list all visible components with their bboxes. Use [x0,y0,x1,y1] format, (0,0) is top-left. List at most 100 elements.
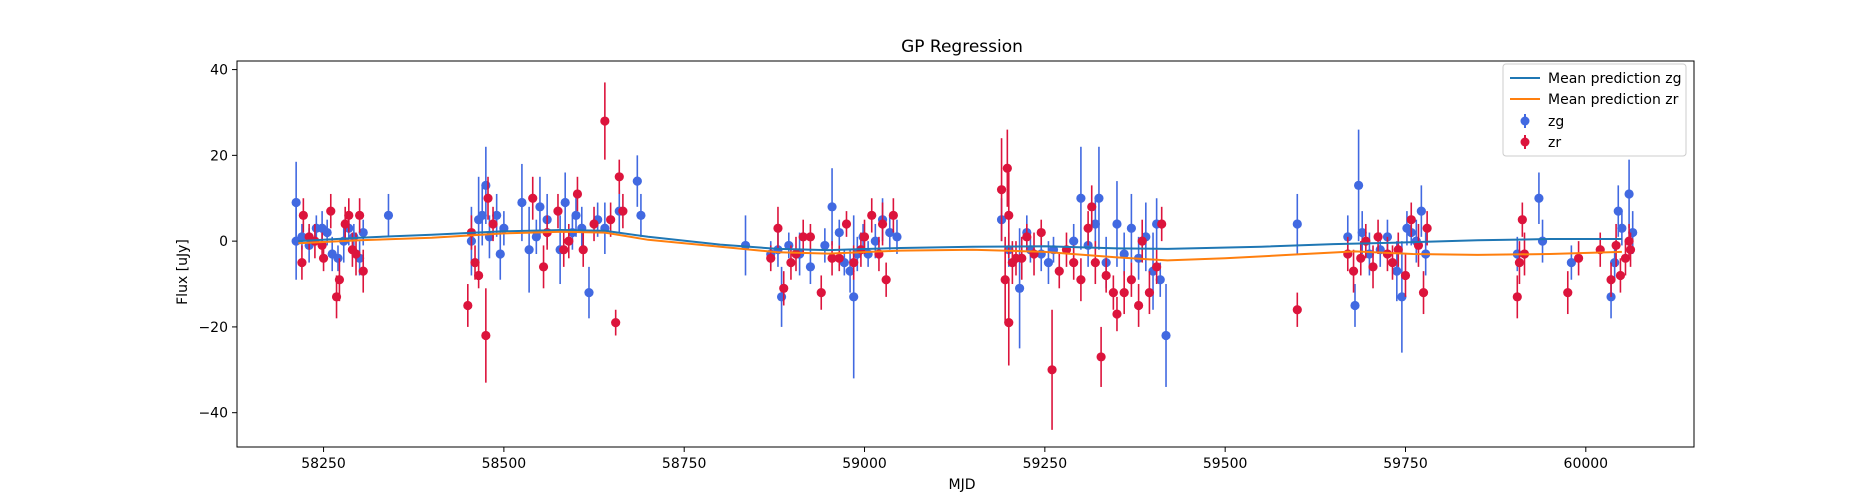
x-tick-label-58500: 58500 [482,456,527,472]
point-zg-57 [885,227,895,238]
x-tick-label-59750: 59750 [1383,456,1428,472]
point-zr-76 [1108,288,1118,298]
legend-label-zr: zr [1548,135,1561,151]
y-axis-label: Flux [uJy] [175,239,191,305]
point-zr-88 [1356,253,1366,263]
point-zg-61 [1014,283,1025,293]
point-zr-1 [297,257,307,268]
point-zg-50 [845,266,855,276]
point-zr-6 [326,206,336,216]
point-zr-13 [355,210,365,220]
x-axis-label: MJD [949,477,976,493]
point-zr-10 [344,210,354,220]
point-zr-105 [1573,253,1584,263]
point-zr-25 [553,206,563,216]
point-zg-73 [1112,219,1122,229]
point-zr-104 [1563,288,1573,298]
point-zg-13 [358,227,368,238]
point-zr-66 [1047,365,1057,375]
point-zr-38 [779,283,789,293]
point-zr-101 [1514,257,1525,268]
point-zg-23 [517,197,527,208]
point-zg-45 [805,262,816,272]
point-zr-75 [1101,270,1111,281]
point-zr-67 [1054,266,1064,276]
point-zr-30 [589,219,599,229]
point-zg-86 [1357,227,1367,238]
point-zr-92 [1382,249,1393,259]
x-tick-label-58250: 58250 [301,456,346,472]
chart-title: GP Regression [901,37,1023,57]
point-zr-97 [1413,240,1424,251]
point-zg-31 [571,210,581,220]
point-zr-41 [798,232,808,242]
point-zg-91 [1397,292,1407,302]
point-zr-95 [1400,270,1411,281]
point-zr-81 [1137,236,1147,246]
point-zg-18 [477,210,487,220]
point-zr-34 [614,172,624,182]
legend-marker-zr-point [1520,137,1530,147]
point-zr-40 [791,249,801,259]
point-zg-47 [827,202,837,212]
point-zg-102 [1610,257,1620,268]
point-zg-105 [1624,189,1634,199]
point-zg-75 [1126,223,1136,233]
point-zg-82 [1292,219,1302,229]
point-zr-112 [1625,245,1636,255]
point-zr-102 [1517,215,1527,225]
point-zg-8 [333,253,343,263]
point-zr-57 [1002,163,1012,173]
point-zg-85 [1354,180,1364,190]
point-zr-53 [881,275,891,285]
point-zg-39 [740,240,751,251]
point-zr-22 [528,193,538,203]
point-zr-99 [1422,223,1432,233]
point-zr-63 [1022,232,1032,242]
line-mean-prediction-zg [298,228,1622,252]
point-zr-32 [606,215,616,225]
point-zg-84 [1350,300,1360,311]
legend: Mean prediction zg Mean prediction zr zg… [1502,63,1687,157]
point-zg-46 [820,240,830,251]
point-zr-52 [877,219,888,229]
x-tick-label-58750: 58750 [662,456,707,472]
point-zr-91 [1373,232,1383,242]
point-zr-85 [1292,305,1302,315]
point-zr-9 [340,219,350,229]
point-zg-55 [870,236,880,246]
point-zr-79 [1126,275,1136,285]
point-zr-17 [470,257,480,268]
point-zr-31 [600,116,610,126]
point-zr-35 [618,206,628,216]
point-zg-26 [535,202,545,212]
point-zr-56 [1000,275,1010,285]
point-zr-37 [773,223,783,233]
point-zg-98 [1534,193,1544,203]
y-tick-label--40: −40 [198,406,228,422]
point-zg-25 [531,232,541,242]
point-zr-110 [1620,253,1631,263]
axes: 58250 58500 58750 59000 59250 59500 59750 60000… [198,60,1695,472]
point-zr-19 [481,330,491,341]
point-zr-69 [1069,257,1079,268]
point-zg-58 [892,232,902,242]
point-zg-29 [560,197,570,208]
point-zr-21 [488,219,498,229]
axes-frame [236,60,1695,448]
point-zg-14 [383,210,394,220]
y-tick-label-40: 40 [210,63,228,79]
point-zg-0 [291,197,301,208]
point-zr-70 [1076,275,1086,285]
point-zr-12 [351,249,361,259]
point-zr-55 [996,185,1007,195]
point-zr-90 [1368,262,1378,272]
x-tick-label-59250: 59250 [1023,456,1068,472]
legend-marker-zg-point [1520,116,1530,126]
point-zr-18 [474,270,484,281]
point-zr-5 [318,253,329,263]
point-zg-104 [1617,223,1627,233]
point-zr-26 [559,245,569,255]
point-zr-43 [816,288,826,298]
point-zr-111 [1624,236,1634,246]
